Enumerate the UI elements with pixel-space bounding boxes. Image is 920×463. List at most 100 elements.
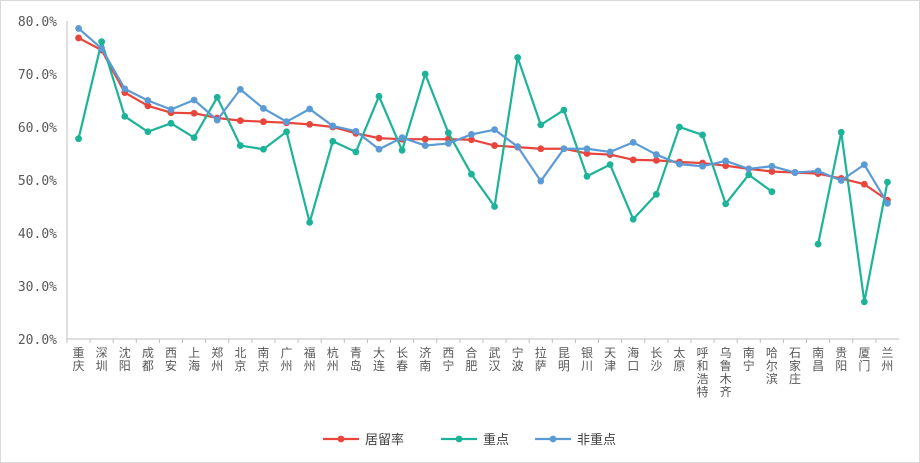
series-line [78, 36, 889, 202]
data-point [260, 105, 267, 112]
x-tick-label: 西宁 [442, 346, 454, 373]
data-point [283, 128, 290, 136]
series-2 [75, 38, 891, 306]
data-point [121, 85, 129, 93]
data-point [722, 200, 730, 208]
legend-item: 居留率 [323, 432, 404, 448]
data-point [306, 219, 314, 226]
data-point [98, 38, 106, 46]
data-point [699, 131, 706, 139]
data-point [676, 160, 683, 168]
x-tick-label: 广州 [281, 346, 293, 373]
data-point [583, 145, 591, 153]
data-point [629, 156, 637, 164]
data-point [768, 188, 776, 196]
y-tick-label: 20.0% [18, 333, 57, 348]
data-point [814, 167, 822, 175]
x-tick-label: 成都 [142, 346, 154, 373]
y-tick-label: 50.0% [18, 174, 57, 189]
data-point [860, 298, 868, 306]
data-point [236, 117, 244, 125]
data-point [306, 120, 314, 128]
x-tick-label: 贵阳 [835, 346, 847, 373]
data-point [236, 142, 244, 149]
x-tick-label: 大连 [373, 346, 385, 373]
data-point [144, 97, 152, 104]
data-point [768, 162, 776, 170]
data-point [468, 170, 475, 178]
x-tick-label: 合肥 [465, 345, 477, 373]
series-3 [75, 25, 891, 207]
data-point [190, 134, 198, 142]
data-point [190, 109, 198, 117]
x-tick-label: 银川 [581, 346, 593, 373]
series-line [817, 131, 889, 303]
data-point [583, 150, 591, 157]
data-point [514, 54, 522, 61]
data-point [491, 126, 498, 134]
data-point [444, 140, 452, 147]
data-point [468, 131, 475, 138]
data-point [537, 177, 545, 185]
data-point [421, 135, 429, 143]
x-tick-label: 海口 [627, 345, 639, 373]
x-tick-label: 济南 [419, 345, 431, 373]
x-tick-label: 石家庄 [789, 346, 801, 386]
data-point [629, 138, 637, 146]
data-point [745, 165, 753, 173]
data-point [375, 134, 383, 142]
x-tick-label: 沈阳 [119, 345, 131, 373]
x-tick-label: 南京 [257, 345, 269, 373]
y-tick-label: 70.0% [18, 68, 57, 83]
legend-marker [549, 435, 557, 443]
data-point [190, 96, 198, 104]
legend-item: 重点 [441, 432, 509, 448]
x-tick-label: 长春 [396, 346, 408, 373]
data-point [236, 85, 244, 93]
y-axis: 20.0% 30.0% 40.0% 50.0% 60.0% 70.0% 80.0% [18, 15, 57, 348]
data-point [398, 146, 406, 154]
data-point [283, 118, 290, 126]
x-tick-label: 南昌 [812, 345, 824, 373]
legend-item: 非重点 [535, 432, 616, 448]
data-point [560, 145, 568, 153]
data-point [491, 142, 498, 149]
data-point [75, 135, 82, 143]
data-point [167, 119, 175, 127]
data-point [514, 143, 522, 151]
x-tick-label: 南宁 [743, 345, 755, 373]
data-point [144, 102, 152, 110]
data-point [629, 215, 637, 223]
data-point [745, 171, 753, 179]
x-tick-label: 长沙 [650, 346, 662, 373]
x-tick-label: 郑州 [211, 345, 223, 373]
x-tick-label: 兰州 [881, 346, 893, 373]
data-point [260, 118, 267, 126]
data-point [468, 136, 475, 144]
series-1 [75, 34, 891, 204]
data-point [375, 92, 383, 100]
x-tick-label: 拉萨 [535, 345, 547, 373]
data-point [860, 180, 868, 188]
data-point [560, 106, 568, 114]
data-point [398, 134, 406, 142]
x-tick-label: 北京 [234, 346, 246, 373]
legend-label: 重点 [483, 432, 509, 448]
x-tick-label: 西安 [165, 346, 177, 373]
data-point [676, 123, 683, 131]
y-tick-label: 40.0% [18, 227, 57, 242]
data-point [791, 169, 799, 176]
data-point [375, 145, 383, 153]
x-tick-label: 宁波 [512, 345, 524, 373]
x-tick-label: 厦门 [858, 346, 870, 373]
data-point [652, 151, 660, 158]
x-tick-label: 呼和浩特 [697, 346, 709, 399]
data-point [722, 162, 730, 170]
legend-marker [337, 435, 345, 443]
data-point [722, 157, 730, 165]
x-tick-label: 福州 [304, 345, 316, 373]
data-point [352, 127, 360, 135]
x-tick-label: 青岛 [350, 346, 362, 373]
data-point [167, 106, 175, 113]
x-tick-label: 深圳 [96, 346, 108, 373]
